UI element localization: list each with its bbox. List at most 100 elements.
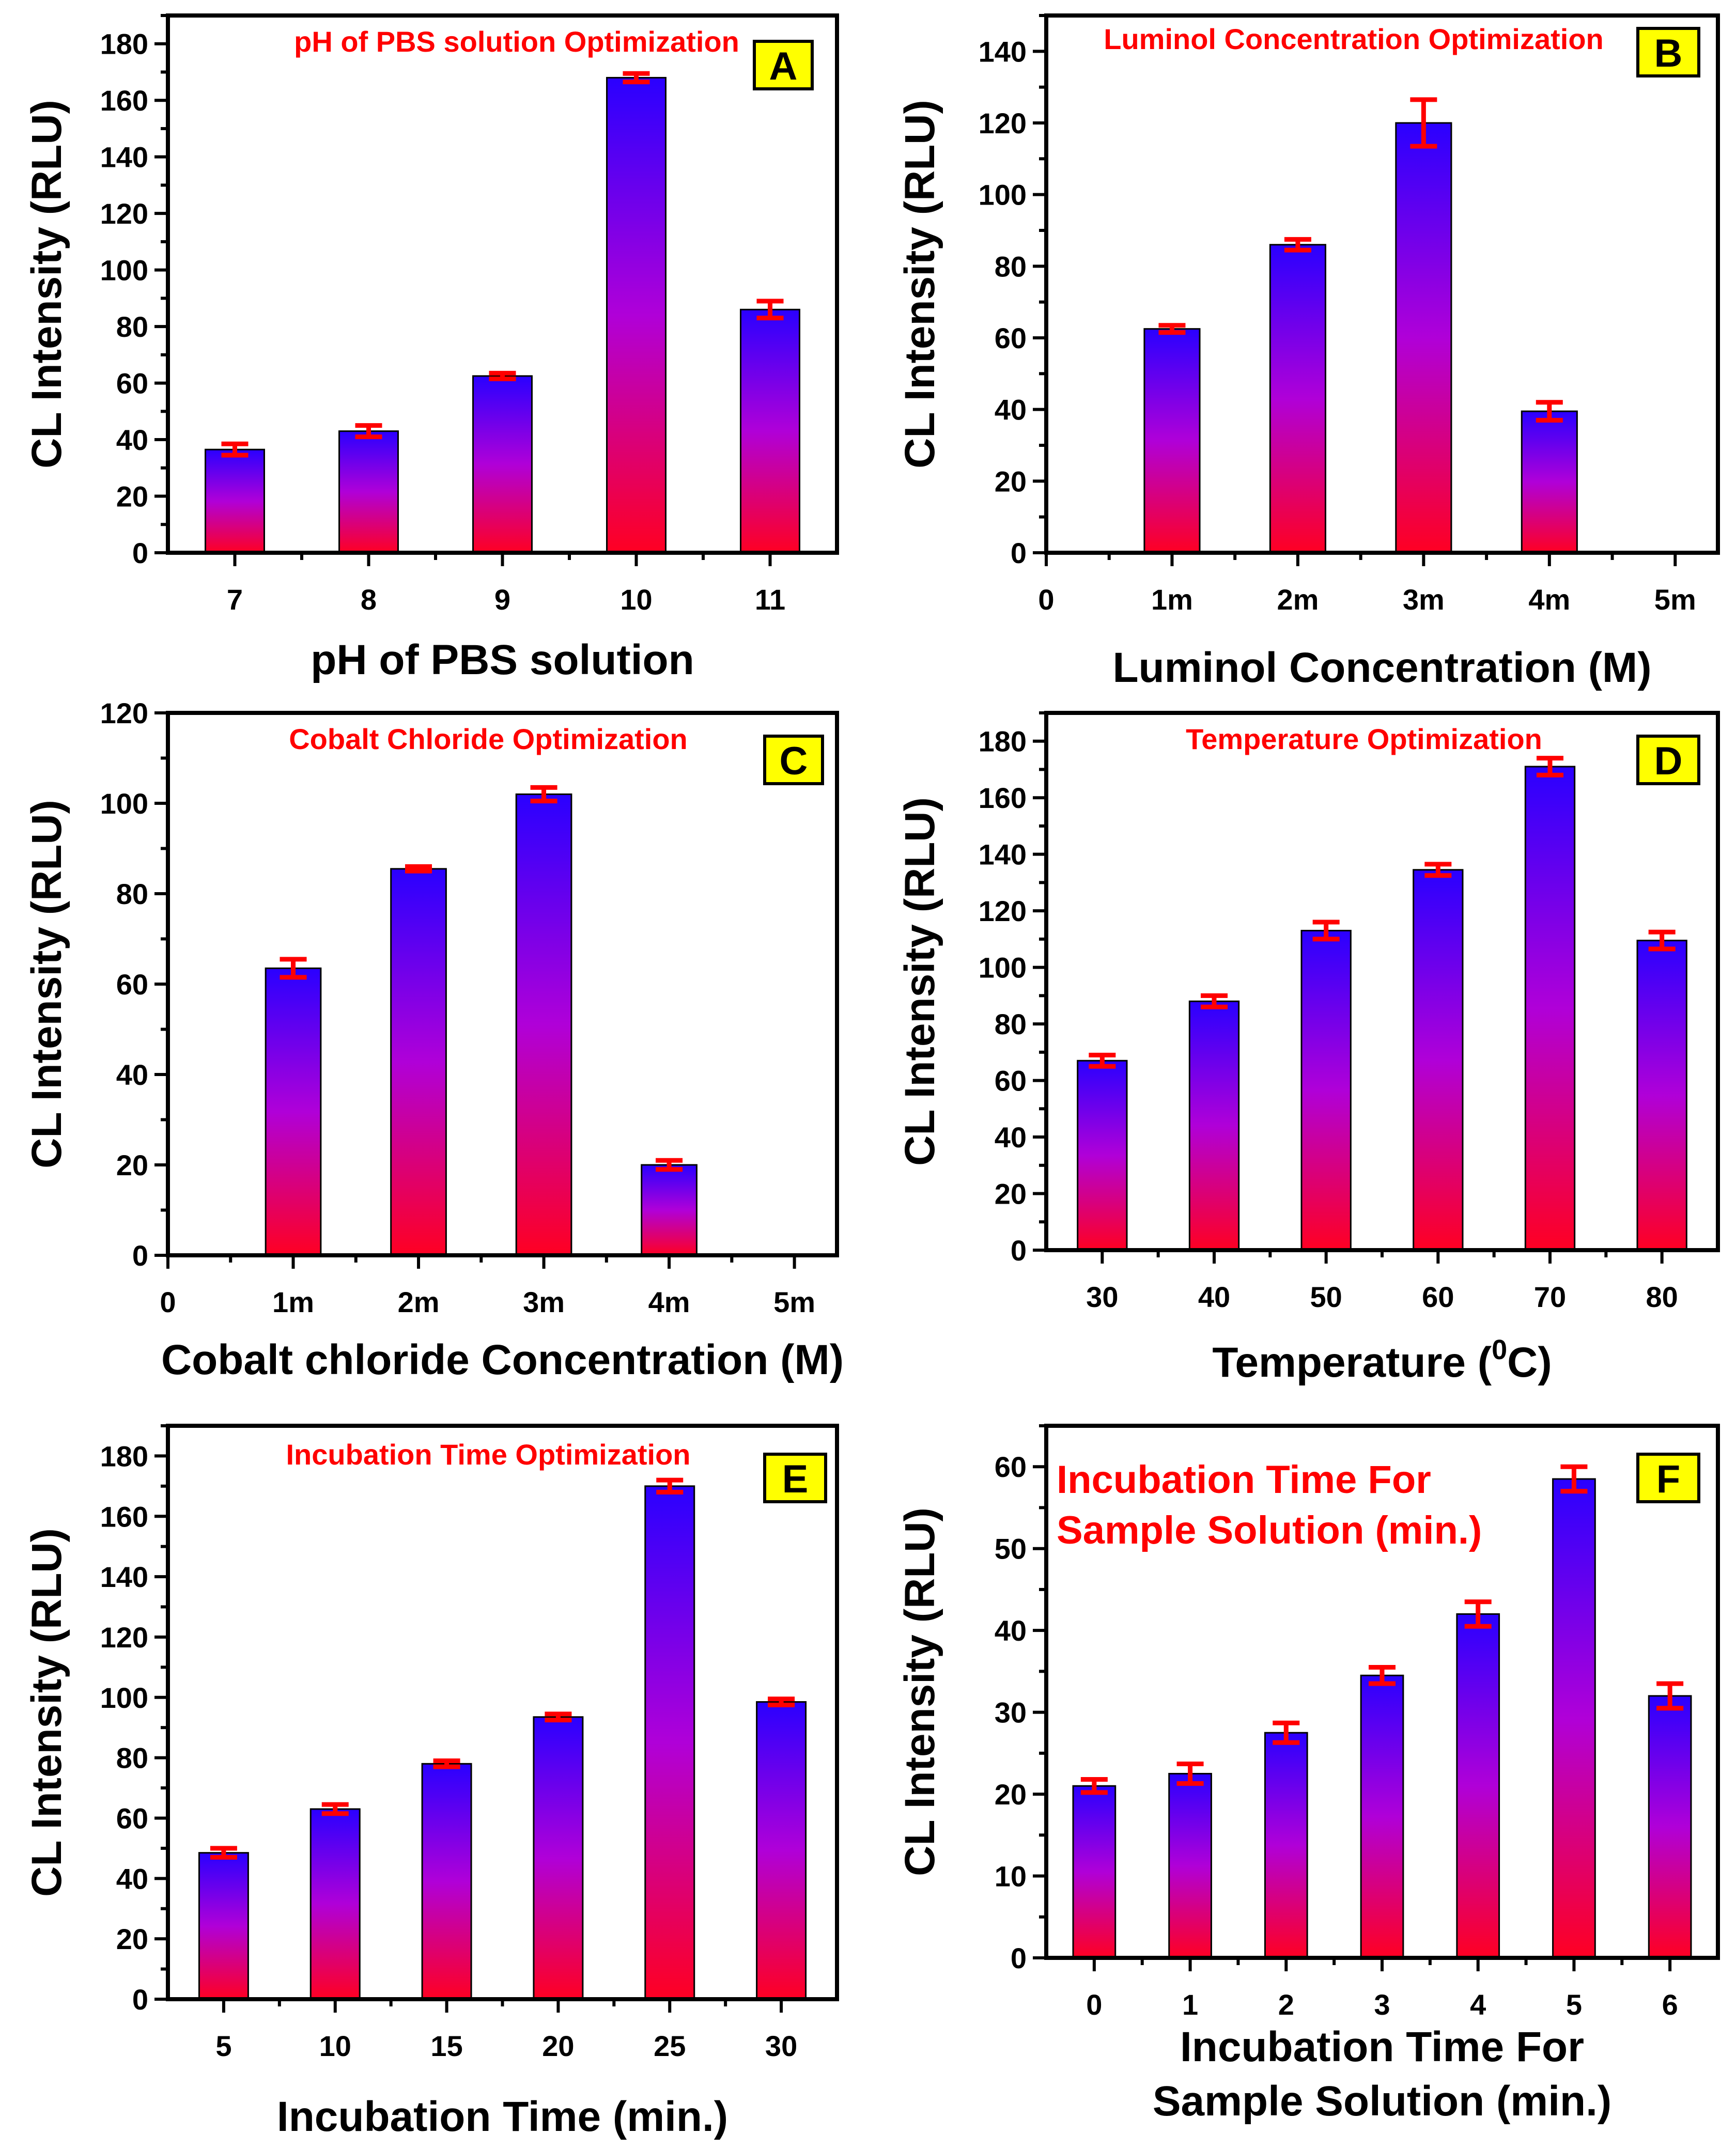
x-axis-label-line2-f: Sample Solution (min.) <box>1153 2078 1611 2125</box>
y-axis-label-f: CL Intensity (RLU) <box>896 1507 943 1876</box>
x-tick-label: 4 <box>1470 1988 1486 2021</box>
y-tick-label: 120 <box>100 697 148 729</box>
y-tick-label: 80 <box>995 1008 1027 1040</box>
x-axis-c: 0 1m 2m 3m 4m 5m <box>160 1255 815 1318</box>
chart-title-d: Temperature Optimization <box>1186 723 1542 755</box>
x-tick-label: 0 <box>160 1286 176 1318</box>
y-tick-label: 60 <box>116 1802 148 1834</box>
y-tick-label: 60 <box>995 1451 1027 1483</box>
y-tick-label: 140 <box>979 35 1027 68</box>
bar-e-30 <box>756 1701 807 2000</box>
y-axis-label-a: CL Intensity (RLU) <box>23 100 70 469</box>
x-tick-label: 7 <box>227 583 243 616</box>
x-tick-label: 4m <box>648 1286 690 1318</box>
y-tick-label: 10 <box>995 1860 1027 1893</box>
y-tick-label: 0 <box>132 537 148 569</box>
x-axis-d: 30 40 50 60 70 80 <box>1086 1250 1678 1313</box>
y-tick-label: 40 <box>995 1121 1027 1154</box>
chart-title-line2-f: Sample Solution (min.) <box>1057 1508 1482 1552</box>
y-tick-label: 20 <box>116 1923 148 1955</box>
plot-frame-b <box>1044 13 1720 555</box>
error-bar-b-4m <box>1536 400 1563 423</box>
y-tick-label: 20 <box>995 465 1027 497</box>
bar-e-15 <box>421 1763 472 2000</box>
y-tick-label: 140 <box>100 1561 148 1593</box>
bar-c-2m <box>390 868 447 1256</box>
y-tick-label: 60 <box>995 322 1027 354</box>
error-bar-d-70 <box>1537 756 1563 777</box>
x-tick-label: 1 <box>1182 1988 1198 2021</box>
panel-badge-d: D <box>1636 735 1700 785</box>
x-tick-label: 2m <box>1277 583 1319 616</box>
y-tick-label: 60 <box>116 968 148 1001</box>
bar-a-7 <box>205 448 265 554</box>
x-axis-label-e: Incubation Time (min.) <box>277 2093 728 2140</box>
x-tick-label: 0 <box>1086 1988 1102 2021</box>
panel-e: 0 20 40 60 80 100 120 140 160 180 5 10 15 20 25 30 Incub… <box>23 1424 839 2140</box>
panel-badge-b: B <box>1636 27 1700 77</box>
error-bar-d-30 <box>1089 1052 1116 1069</box>
x-tick-label: 10 <box>319 2030 351 2062</box>
bar-d-30 <box>1077 1060 1128 1251</box>
x-tick-label: 60 <box>1422 1281 1454 1313</box>
error-bar-d-80 <box>1648 929 1676 952</box>
bar-f-5 <box>1552 1478 1596 1959</box>
y-tick-label: 100 <box>979 952 1027 984</box>
bar-e-5 <box>198 1852 249 2000</box>
bar-d-70 <box>1524 766 1576 1251</box>
error-bar-d-60 <box>1424 862 1452 878</box>
svg-text:F: F <box>1656 1457 1680 1501</box>
bar-b-3m <box>1395 122 1452 554</box>
error-bar-c-2m <box>405 864 432 874</box>
error-bar-e-10 <box>321 1802 349 1816</box>
x-axis-label-d: Temperature (0C) <box>1212 1334 1552 1386</box>
x-tick-label: 80 <box>1646 1281 1678 1313</box>
y-tick-label: 100 <box>979 179 1027 211</box>
bar-f-3 <box>1360 1674 1404 1959</box>
y-tick-label: 140 <box>100 141 148 174</box>
x-axis-f: 0 1 2 3 4 5 6 <box>1086 1958 1678 2021</box>
panel-a: 0 20 40 60 80 100 120 140 160 180 7 8 9 10 11 pH of PBS… <box>23 13 839 683</box>
y-axis-label-e: CL Intensity (RLU) <box>23 1528 70 1897</box>
x-tick-label: 11 <box>755 583 785 616</box>
error-bar-d-50 <box>1312 920 1340 942</box>
y-tick-label: 80 <box>116 1742 148 1774</box>
y-tick-label: 120 <box>100 197 148 230</box>
y-tick-label: 60 <box>995 1065 1027 1097</box>
y-tick-label: 180 <box>100 1440 148 1472</box>
x-tick-label: 2m <box>398 1286 440 1318</box>
x-axis-b: 0 1m 2m 3m 4m 5m <box>1038 553 1696 616</box>
x-tick-label: 30 <box>765 2030 797 2062</box>
error-bar-f-4 <box>1464 1599 1492 1629</box>
y-axis-e: 0 20 40 60 80 100 120 140 160 180 <box>100 1424 168 2016</box>
svg-text:E: E <box>782 1457 809 1501</box>
error-bar-f-3 <box>1369 1664 1396 1686</box>
x-tick-label: 9 <box>494 583 510 616</box>
error-bar-b-2m <box>1284 237 1311 253</box>
bar-f-2 <box>1264 1732 1308 1959</box>
y-tick-label: 120 <box>100 1621 148 1654</box>
error-bar-a-9 <box>489 370 516 381</box>
bar-f-4 <box>1456 1613 1500 1959</box>
y-tick-label: 80 <box>995 250 1027 283</box>
x-tick-label: 15 <box>430 2030 462 2062</box>
bar-b-1m <box>1143 328 1201 554</box>
x-tick-label: 6 <box>1662 1988 1678 2021</box>
plot-frame-d <box>1044 711 1720 1252</box>
panel-badge-f: F <box>1636 1453 1700 1503</box>
y-tick-label: 180 <box>979 725 1027 758</box>
y-tick-label: 80 <box>116 310 148 343</box>
x-axis-e: 5 10 15 20 25 30 <box>215 1999 797 2062</box>
error-bar-e-25 <box>656 1477 684 1495</box>
y-tick-label: 30 <box>995 1696 1027 1729</box>
chart-title-a: pH of PBS solution Optimization <box>294 25 739 58</box>
y-axis-label-d: CL Intensity (RLU) <box>896 797 943 1166</box>
y-tick-label: 100 <box>100 1681 148 1714</box>
x-tick-label: 10 <box>620 583 652 616</box>
y-tick-label: 40 <box>116 1058 148 1091</box>
panel-badge-e: E <box>763 1453 827 1503</box>
x-tick-label: 3m <box>523 1286 565 1318</box>
x-tick-label: 8 <box>361 583 377 616</box>
x-tick-label: 5m <box>773 1286 815 1318</box>
